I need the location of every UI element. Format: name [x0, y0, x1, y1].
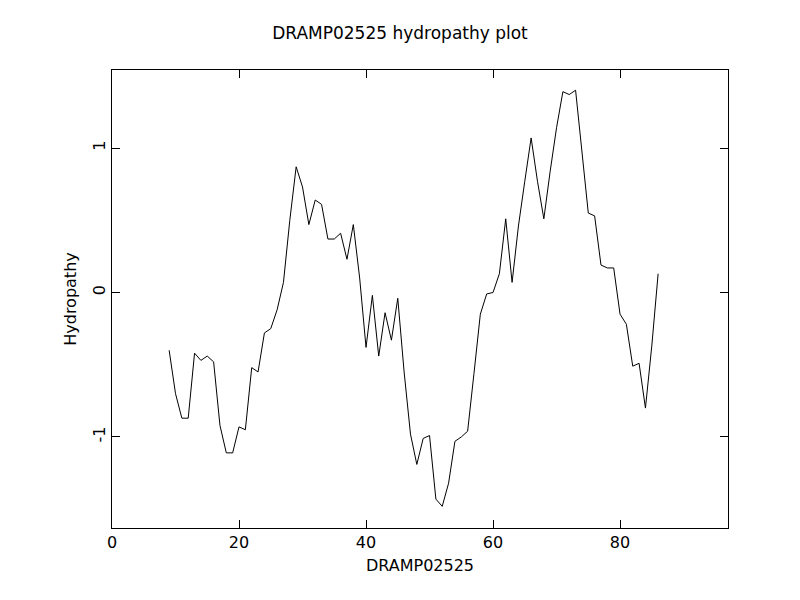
svg-text:-1: -1: [90, 427, 109, 443]
svg-text:80: 80: [610, 533, 630, 552]
svg-text:60: 60: [483, 533, 503, 552]
svg-text:DRAMP02525 hydropathy plot: DRAMP02525 hydropathy plot: [272, 23, 528, 43]
svg-text:40: 40: [356, 533, 376, 552]
svg-text:1: 1: [90, 141, 109, 151]
svg-text:Hydropathy: Hydropathy: [61, 252, 80, 346]
svg-text:20: 20: [229, 533, 249, 552]
svg-text:0: 0: [107, 533, 117, 552]
svg-text:DRAMP02525: DRAMP02525: [366, 556, 474, 575]
svg-text:0: 0: [90, 285, 109, 295]
